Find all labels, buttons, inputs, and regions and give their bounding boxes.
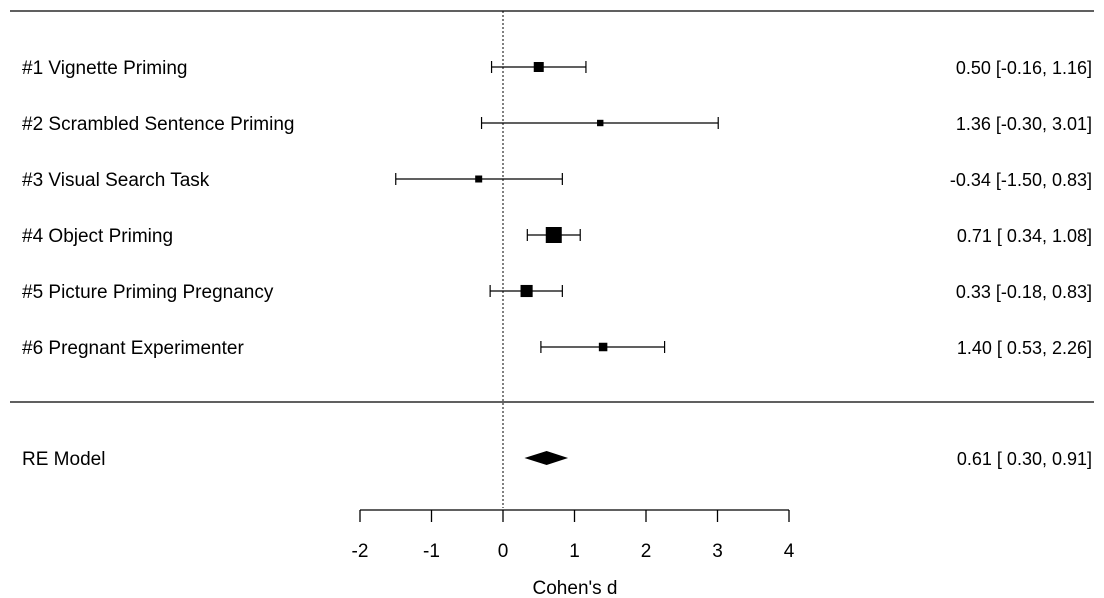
study-label: #4 Object Priming <box>22 226 173 247</box>
x-tick-label: -1 <box>423 541 440 562</box>
x-tick-label: 0 <box>498 541 509 562</box>
x-axis: -2 -1 0 1 2 3 4 <box>352 509 795 562</box>
study-label: #1 Vignette Priming <box>22 58 187 79</box>
study-row: #5 Picture Priming Pregnancy 0.33 [-0.18,… <box>22 282 1092 303</box>
point-estimate-marker <box>545 227 562 243</box>
ci-value-text: 0.33 [-0.18, 0.83] <box>956 282 1092 302</box>
study-label: #5 Picture Priming Pregnancy <box>22 282 274 303</box>
point-estimate-marker <box>597 119 604 127</box>
ci-value-text: 0.50 [-0.16, 1.16] <box>956 58 1092 78</box>
ci-value-text: 0.71 [ 0.34, 1.08] <box>957 226 1092 246</box>
summary-ci-value-text: 0.61 [ 0.30, 0.91] <box>957 449 1092 469</box>
study-row: #6 Pregnant Experimenter 1.40 [ 0.53, 2.2… <box>22 338 1092 359</box>
x-tick-label: 4 <box>784 541 795 562</box>
study-label: #3 Visual Search Task <box>22 170 210 191</box>
x-tick-label: 3 <box>712 541 723 562</box>
ci-value-text: 1.40 [ 0.53, 2.26] <box>957 338 1092 358</box>
study-row: #2 Scrambled Sentence Priming 1.36 [-0.30… <box>22 114 1092 135</box>
study-row: #1 Vignette Priming 0.50 [-0.16, 1.16] <box>22 58 1092 79</box>
point-estimate-marker <box>520 284 533 298</box>
x-tick-label: -2 <box>352 541 369 562</box>
study-row: #4 Object Priming 0.71 [ 0.34, 1.08] <box>22 226 1092 247</box>
study-rows: #1 Vignette Priming 0.50 [-0.16, 1.16] #2 … <box>22 58 1092 359</box>
x-tick-label: 1 <box>569 541 580 562</box>
point-estimate-marker <box>533 62 544 72</box>
summary-diamond <box>524 451 569 465</box>
x-axis-label: Cohen's d <box>533 578 618 598</box>
ci-value-text: 1.36 [-0.30, 3.01] <box>956 114 1092 134</box>
x-tick-label: 2 <box>641 541 652 562</box>
summary-label: RE Model <box>22 449 105 470</box>
summary-row: RE Model 0.61 [ 0.30, 0.91] <box>22 449 1092 470</box>
study-label: #6 Pregnant Experimenter <box>22 338 244 359</box>
study-row: #3 Visual Search Task -0.34 [-1.50, 0.83] <box>22 170 1092 191</box>
point-estimate-marker <box>475 175 483 183</box>
point-estimate-marker <box>598 342 608 352</box>
study-label: #2 Scrambled Sentence Priming <box>22 114 294 135</box>
ci-value-text: -0.34 [-1.50, 0.83] <box>950 170 1092 190</box>
